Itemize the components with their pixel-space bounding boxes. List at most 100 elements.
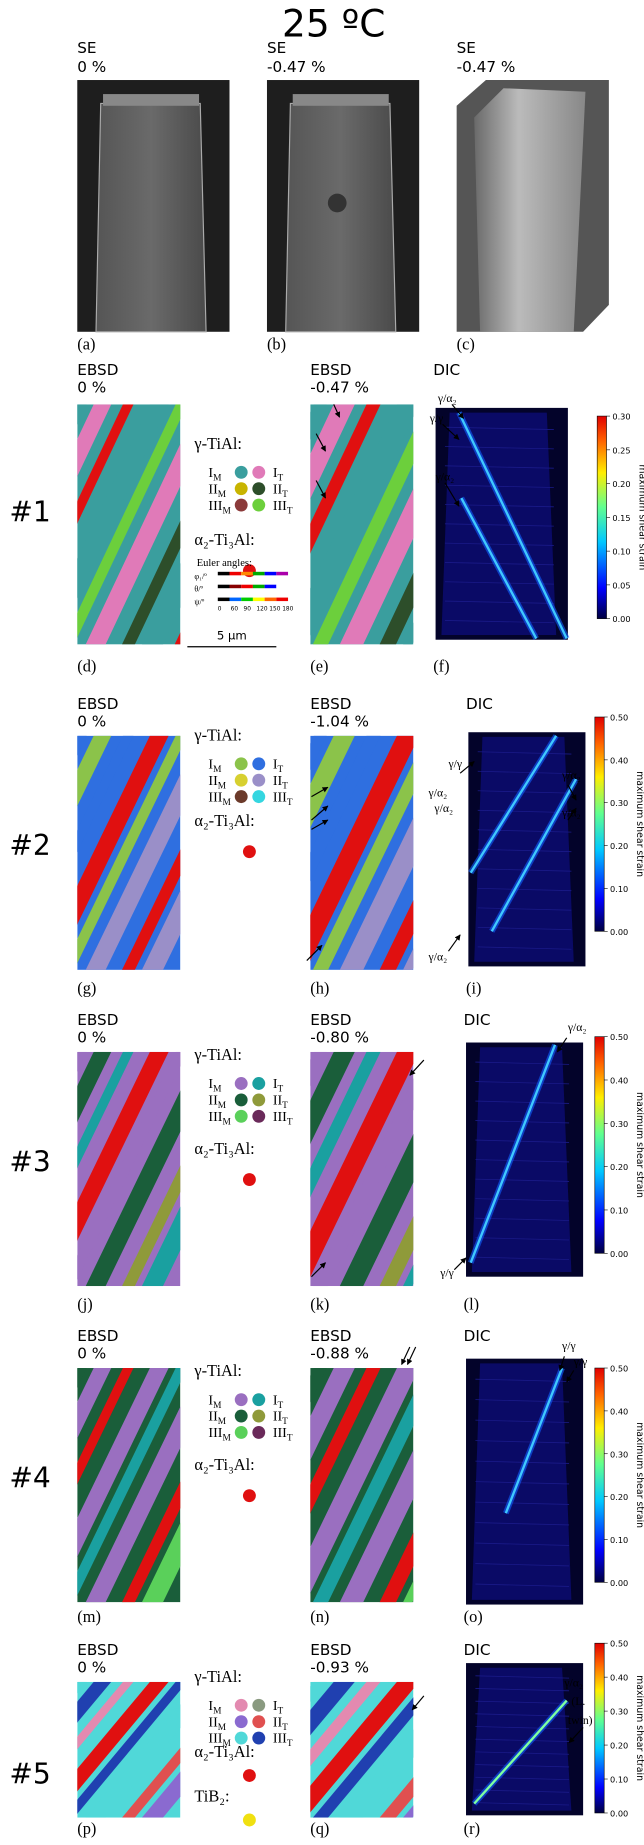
panel-letter: (e) [310,656,328,675]
panel-strain: -0.80 % [310,1029,369,1047]
dic-annotation: γ/γ [439,1267,454,1280]
colorbar-tick-label: 0.20 [610,1162,628,1172]
colorbar-tick-label: 0.00 [612,614,630,624]
panel-strain: -0.47 % [310,379,369,397]
legend-swatch [252,1093,265,1106]
colorbar-tick-label: 0.30 [612,412,630,422]
variant-sub: T [287,1739,293,1749]
legend-swatch [243,845,256,858]
colorbar-tick-label: 0.30 [610,1119,628,1129]
legend-swatch [235,482,248,495]
legend-variant: IIIM [208,789,231,808]
colorbar [595,1368,604,1582]
dic-annotation: γ/α₂ [433,802,453,815]
colorbar-tick-label: 0.50 [610,1364,628,1374]
legend-alpha2: α₂-Ti₃Al: [194,530,254,549]
euler-bar [265,598,277,602]
legend-swatch [243,1769,256,1782]
legend-gamma: γ-TiAl: [193,1361,242,1380]
panel-strain: -0.93 % [310,1658,369,1676]
dic-annotation: γ/α₂ [561,807,581,820]
panel-letter: (l) [464,1294,479,1313]
variant-name: II [208,1409,218,1425]
colorbar-tick-label: 0.00 [610,927,628,937]
panel-letter: (i) [466,978,481,997]
legend-swatch [252,1110,265,1123]
euler-bar [218,585,230,589]
colorbar-tick-label: 0.20 [610,1741,628,1751]
se-image [267,80,419,332]
variant-name: III [208,1109,222,1125]
legend-swatch [243,1814,256,1827]
pillar [96,103,206,331]
euler-bar [265,572,277,576]
legend-swatch [235,1077,248,1090]
colorbar [595,1643,604,1813]
variant-name: II [273,1093,283,1109]
row-id: #1 [9,495,50,528]
panel-letter: (a) [77,334,95,353]
euler-bar [276,598,288,602]
legend-gamma: γ-TiAl: [193,1667,242,1686]
variant-name: II [208,481,218,497]
panel-label: EBSD [310,1641,351,1659]
euler-bar [241,585,253,589]
legend-gamma: γ-TiAl: [193,725,242,744]
euler-bar [276,585,288,589]
variant-sub: T [287,798,293,808]
variant-name: II [273,481,283,497]
panel-label: EBSD [77,1011,118,1029]
panel-letter: (p) [77,1819,96,1838]
euler-bar [276,572,288,576]
scale-bar-label: 5 μm [217,629,247,643]
legend-swatch [235,757,248,770]
legend-swatch [252,1715,265,1728]
colorbar-label: maximum shear strain [634,1422,644,1528]
colorbar-tick-label: 0.10 [610,1205,628,1215]
pillar [474,88,585,332]
panel-letter: (j) [77,1294,92,1313]
row-id: #3 [9,1145,50,1178]
arrow [448,935,460,951]
legend-swatch [235,1715,248,1728]
panel-strain: 0 % [77,1029,106,1047]
euler-bar [229,598,241,602]
euler-tick: 90 [244,606,252,612]
legend-swatch [252,1077,265,1090]
legend-variant: IIIM [208,1109,231,1128]
colorbar-tick-label: 0.30 [610,1707,628,1717]
euler-bar [229,572,241,576]
variant-name: II [273,1409,283,1425]
variant-name: II [273,773,283,789]
colorbar-tick-label: 0.40 [610,1673,628,1683]
legend-variant: IIIM [208,1425,231,1444]
panel-label: EBSD [310,361,351,379]
panel-label: EBSD [310,1011,351,1029]
row-id: #5 [9,1758,50,1791]
colorbar-tick-label: 0.50 [610,1032,628,1042]
panel-label: EBSD [310,1327,351,1345]
colorbar-tick-label: 0.50 [610,713,628,723]
legend-variant: IIIT [273,498,293,517]
legend-variant: IIIT [273,1425,293,1444]
legend-swatch [235,499,248,512]
colorbar [595,1037,604,1254]
variant-name: II [208,773,218,789]
variant-name: III [273,498,287,514]
variant-name: III [208,789,222,805]
variant-name: II [273,1714,283,1730]
euler-bar [253,598,265,602]
panel-label: DIC [466,695,493,713]
euler-tick: 120 [256,606,267,612]
legend-swatch [252,466,265,479]
dic-annotation: γ/α₂ [428,951,448,964]
panel-letter: (r) [464,1819,480,1838]
panel-letter: (b) [267,334,286,353]
panel-label: EBSD [77,695,118,713]
legend-swatch [252,482,265,495]
dic-annotation: γ/α₂ [435,470,455,483]
legend-variant: IIIT [273,1731,293,1750]
euler-axis: θ/º [194,585,203,594]
variant-sub: M [222,1117,231,1127]
legend-swatch [252,1410,265,1423]
